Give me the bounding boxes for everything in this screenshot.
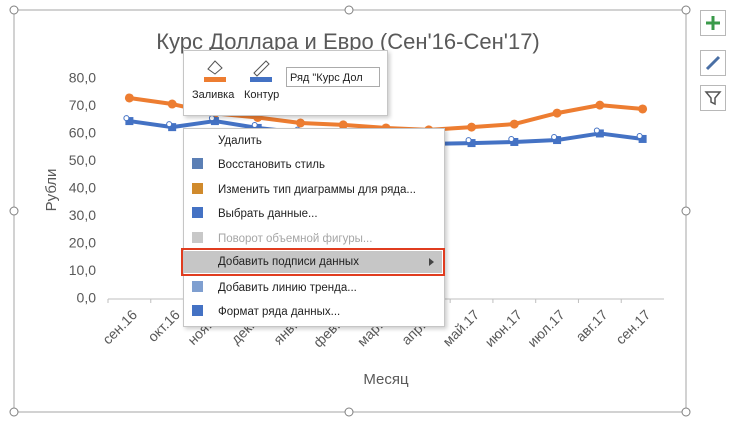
data-point [168,123,177,132]
selection-handle [251,121,258,128]
y-tick-label: 80,0 [69,70,96,86]
chart-styles-button[interactable] [700,50,726,76]
y-tick-label: 50,0 [69,152,96,168]
menu-item: Поворот объемной фигуры... [184,228,442,250]
data-point [210,117,219,126]
data-point [510,137,519,146]
brush-icon [705,55,721,71]
chart-filters-button[interactable] [700,85,726,111]
menu-icon [192,305,203,316]
data-point [509,119,519,129]
menu-item[interactable]: Удалить [184,130,442,152]
menu-item[interactable]: Добавить подписи данных [181,248,445,276]
selection-handle [166,121,173,128]
menu-item-label: Удалить [218,135,262,147]
selection-handle [593,127,600,134]
selection-handle [208,115,215,122]
menu-item-label: Восстановить стиль [218,159,325,171]
y-tick-label: 30,0 [69,207,96,223]
data-point [553,136,562,145]
selection-handle [508,135,515,142]
y-tick-label: 70,0 [69,97,96,113]
menu-icon [192,183,203,194]
menu-icon [192,255,206,269]
data-point [638,134,647,143]
menu-item-label: Поворот объемной фигуры... [218,233,373,245]
menu-item-label: Формат ряда данных... [218,306,341,318]
data-point [167,99,177,109]
outline-icon [250,60,272,82]
data-point [552,108,562,118]
filter-icon [704,91,722,106]
menu-icon [192,134,206,148]
data-point [124,93,134,103]
mini-toolbar: Заливка Контур Ряд "Курс Дол [183,50,388,116]
data-point [595,100,605,110]
context-menu: Удалить Восстановить стиль Изменить тип ди… [181,128,445,327]
menu-item[interactable]: Добавить линию тренда... [184,277,442,299]
y-tick-label: 10,0 [69,262,96,278]
submenu-arrow [429,258,434,266]
resize-handles [9,5,691,417]
data-point [467,122,477,132]
data-point [595,129,604,138]
menu-item-label: Добавить линию тренда... [218,282,357,294]
data-point [638,104,648,114]
y-axis-title: Рубли [43,169,60,212]
plus-icon [706,16,720,30]
menu-icon [192,281,203,292]
fill-icon [204,60,226,82]
menu-item[interactable]: Восстановить стиль [184,154,442,176]
menu-item-label: Изменить тип диаграммы для ряда... [218,184,416,196]
fill-button[interactable]: Заливка [192,89,235,101]
selection-handle [636,132,643,139]
selection-handle [551,134,558,141]
chart-title: Курс Доллара и Евро (Сен'16-Сен'17) [156,29,540,54]
menu-item-label: Добавить подписи данных [218,256,359,268]
x-axis-title: Месяц [363,371,409,388]
outline-button[interactable]: Контур [244,89,280,101]
selection-handle [123,115,130,122]
series-dropdown[interactable]: Ряд "Курс Дол [286,67,380,87]
menu-item[interactable]: Выбрать данные... [184,203,442,225]
menu-icon [192,207,203,218]
menu-item-label: Выбрать данные... [218,208,318,220]
data-point [125,117,134,126]
y-tick-label: 20,0 [69,235,96,251]
y-tick-label: 0,0 [77,290,97,306]
menu-icon [192,158,203,169]
menu-item[interactable]: Изменить тип диаграммы для ряда... [184,179,442,201]
data-point [467,139,476,148]
menu-icon [192,232,203,243]
data-point [253,123,262,132]
y-tick-label: 60,0 [69,125,96,141]
y-tick-label: 40,0 [69,180,96,196]
menu-item[interactable]: Формат ряда данных... [184,301,442,323]
data-point [295,118,305,128]
selection-handle [465,137,472,144]
data-point [338,120,348,130]
chart-elements-button[interactable] [700,10,726,36]
